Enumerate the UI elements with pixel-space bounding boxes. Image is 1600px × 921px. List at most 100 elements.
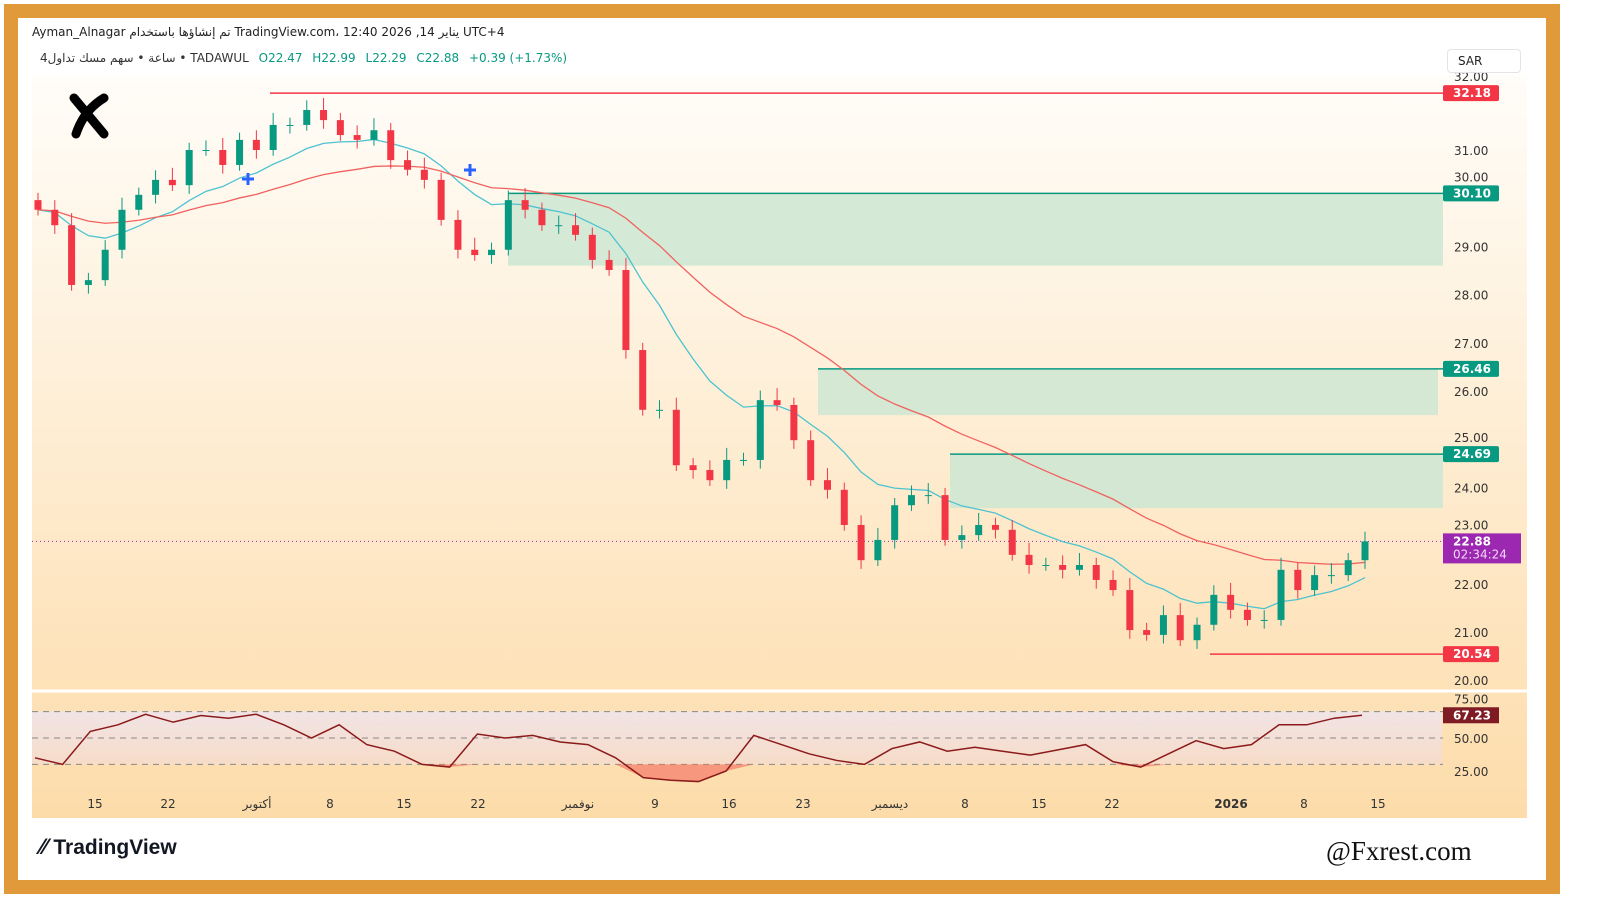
candle-body bbox=[924, 495, 932, 497]
rsi-tick-label: 75.00 bbox=[1454, 692, 1488, 706]
candle-body bbox=[320, 109, 328, 121]
x-tick-label: 8 bbox=[961, 797, 969, 811]
y-tick-label: 27.00 bbox=[1454, 337, 1488, 351]
rsi-line bbox=[34, 713, 1363, 783]
candle-body bbox=[874, 539, 882, 561]
candle-body bbox=[723, 459, 731, 481]
candle-body bbox=[1176, 615, 1184, 641]
candle-body bbox=[790, 404, 798, 441]
chart-attribution: Ayman_Alnagar تم إنشاؤها باستخدام Tradin… bbox=[32, 25, 505, 39]
candle-body bbox=[236, 139, 244, 165]
rsi-value-tag: 67.23 bbox=[1453, 708, 1491, 722]
candle-body bbox=[840, 489, 848, 525]
y-tick-label: 22.00 bbox=[1454, 578, 1488, 592]
candle-body bbox=[639, 350, 647, 410]
x-tick-label: 22 bbox=[1104, 797, 1119, 811]
low-value: L22.29 bbox=[365, 51, 407, 65]
candle-body bbox=[1327, 575, 1335, 577]
candle-body bbox=[336, 120, 344, 136]
candle-body bbox=[857, 524, 865, 561]
candle-body bbox=[588, 234, 596, 260]
candle-body bbox=[1025, 554, 1033, 566]
candle-body bbox=[1227, 594, 1235, 610]
candle-body bbox=[135, 194, 143, 210]
candle-body bbox=[622, 270, 630, 351]
slow-ma-line bbox=[37, 165, 1366, 565]
candle-body bbox=[1126, 590, 1134, 631]
candle-body bbox=[387, 130, 395, 161]
y-tick-label: 21.00 bbox=[1454, 626, 1488, 640]
candle-body bbox=[773, 400, 781, 405]
candle-body bbox=[1210, 594, 1218, 625]
candle-body bbox=[1294, 569, 1302, 591]
candle-body bbox=[1059, 565, 1067, 570]
candle-body bbox=[84, 280, 92, 285]
y-tick-label: 20.00 bbox=[1454, 674, 1488, 688]
high-value: H22.99 bbox=[312, 51, 356, 65]
candle-body bbox=[68, 225, 76, 285]
candle-body bbox=[555, 225, 563, 227]
candle-body bbox=[958, 535, 966, 540]
candle-body bbox=[420, 169, 428, 180]
x-tick-label: 2026 bbox=[1214, 797, 1247, 811]
x-tick-label: نوفمبر bbox=[561, 797, 594, 812]
candle-body bbox=[252, 139, 260, 150]
y-tick-label: 23.00 bbox=[1454, 518, 1488, 532]
candle-body bbox=[303, 109, 311, 125]
candle-body bbox=[656, 409, 664, 411]
candle-body bbox=[34, 200, 42, 210]
candle-body bbox=[538, 209, 546, 226]
candle-body bbox=[941, 495, 949, 540]
x-tick-label: 15 bbox=[1031, 797, 1046, 811]
close-value: C22.88 bbox=[416, 51, 460, 65]
candle-body bbox=[488, 249, 496, 256]
x-tick-label: ديسمبر bbox=[871, 797, 909, 812]
x-tick-label: 8 bbox=[326, 797, 334, 811]
candle-body bbox=[1311, 575, 1319, 591]
candle-body bbox=[101, 249, 109, 281]
candle-body bbox=[454, 219, 462, 250]
candle-body bbox=[1260, 619, 1268, 621]
y-tick-label: 24.00 bbox=[1454, 481, 1488, 495]
current-price-tag-bg bbox=[1443, 533, 1521, 564]
y-tick-label: 32.00 bbox=[1454, 70, 1488, 84]
y-tick-label: 28.00 bbox=[1454, 289, 1488, 303]
rsi-oversold-fill bbox=[35, 764, 1362, 782]
supply-zone bbox=[818, 368, 1438, 416]
supply-zone bbox=[950, 454, 1443, 509]
candle-body bbox=[269, 124, 277, 150]
candle-body bbox=[521, 200, 529, 210]
candle-body bbox=[975, 524, 983, 536]
candle-body bbox=[353, 135, 361, 140]
candle-body bbox=[118, 209, 126, 250]
candle-body bbox=[572, 225, 580, 235]
x-tick-label: 22 bbox=[470, 797, 485, 811]
zone-price-tag: 24.69 bbox=[1453, 447, 1491, 461]
candle-body bbox=[370, 130, 378, 140]
currency-button[interactable]: SAR bbox=[1447, 49, 1521, 73]
y-tick-label: 30.00 bbox=[1454, 170, 1488, 184]
watermark: @Fxrest.com bbox=[1326, 836, 1472, 866]
y-tick-label: 26.00 bbox=[1454, 385, 1488, 399]
ohlc-legend: 4ساعة • سهم مسك تداول • TADAWUL O22.47 H… bbox=[40, 51, 567, 65]
candle-body bbox=[1243, 609, 1251, 620]
level-price-tag: 32.18 bbox=[1453, 86, 1491, 100]
candle-body bbox=[51, 209, 59, 226]
candle-body bbox=[1143, 630, 1151, 635]
y-tick-label: 31.00 bbox=[1454, 144, 1488, 158]
brand-text: TradingView bbox=[53, 836, 177, 859]
x-tick-label: 15 bbox=[87, 797, 102, 811]
zone-price-tag-bg bbox=[1443, 185, 1499, 202]
x-tick-label: أكتوبر bbox=[242, 796, 272, 812]
candle-body bbox=[1277, 569, 1285, 620]
candle-body bbox=[219, 150, 227, 165]
level-price-tag-bg bbox=[1443, 85, 1499, 102]
level-price-tag: 20.54 bbox=[1453, 647, 1491, 661]
crossover-marker bbox=[242, 173, 254, 185]
candle-body bbox=[1042, 565, 1050, 567]
candle-body bbox=[202, 150, 210, 151]
candle-body bbox=[471, 249, 479, 256]
y-tick-label: 25.00 bbox=[1454, 431, 1488, 445]
x-tick-label: 22 bbox=[160, 797, 175, 811]
